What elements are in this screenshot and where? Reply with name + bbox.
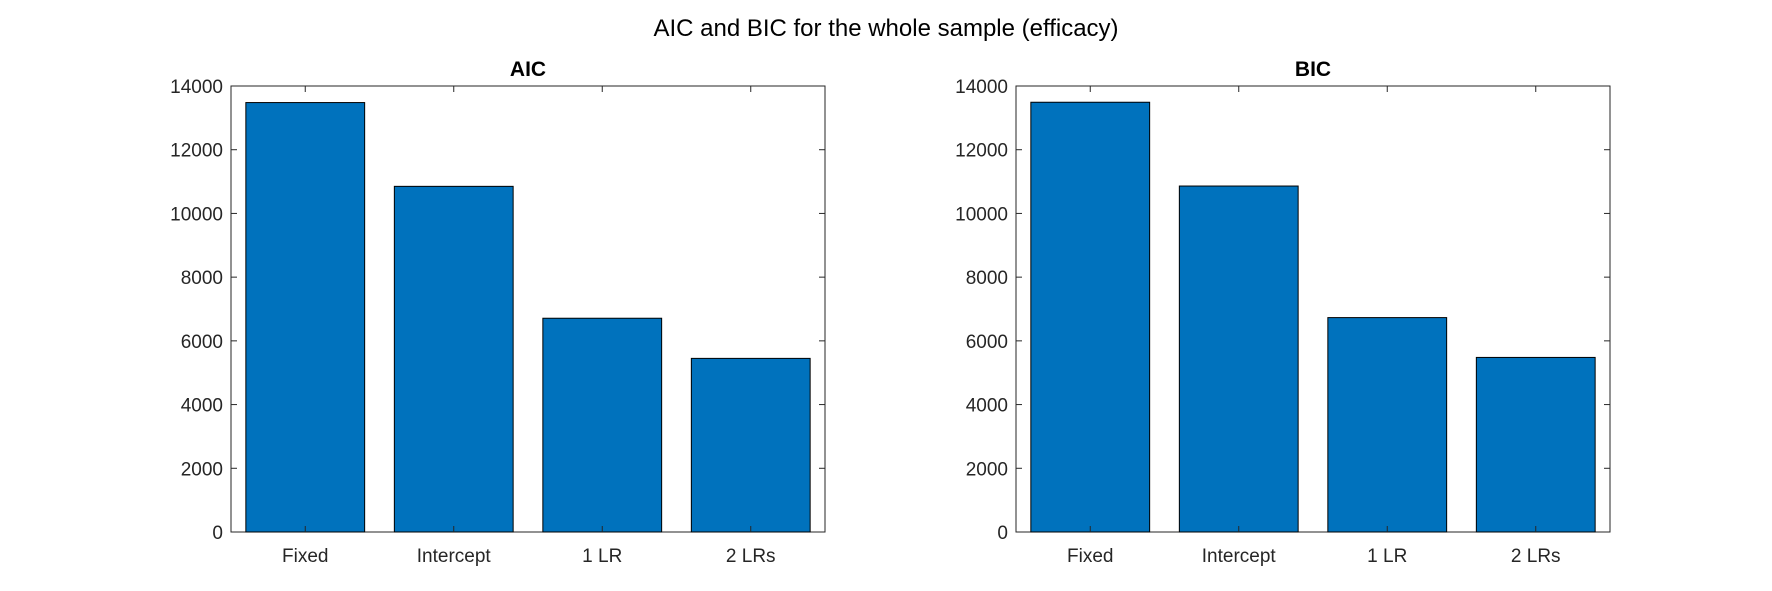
- aic-ytick-label-0: 0: [212, 523, 223, 544]
- aic-bar-2: [542, 317, 663, 533]
- aic-xtick-label-0: Fixed: [282, 546, 328, 567]
- aic-ytick-label-5: 10000: [170, 204, 223, 225]
- bic-ytick-label-5: 10000: [955, 204, 1008, 225]
- bic-ytick-label-3: 6000: [966, 332, 1008, 353]
- bic-bar-2: [1327, 317, 1448, 533]
- aic-bar-3: [690, 357, 811, 533]
- bic-ytick-label-4: 8000: [966, 268, 1008, 289]
- bic-bar-0: [1030, 101, 1151, 533]
- bic-ytick-label-0: 0: [997, 523, 1008, 544]
- aic-ytick-label-3: 6000: [181, 332, 223, 353]
- aic-xtick-label-3: 2 LRs: [726, 546, 776, 567]
- bic-xtick-label-2: 1 LR: [1367, 546, 1407, 567]
- figure-title: AIC and BIC for the whole sample (effica…: [653, 15, 1118, 42]
- aic-ytick-label-4: 8000: [181, 268, 223, 289]
- bic-xtick-label-1: Intercept: [1202, 546, 1277, 567]
- bic-bar-3: [1475, 356, 1596, 533]
- bic-ytick-label-7: 14000: [955, 77, 1008, 98]
- aic-bar-1: [393, 185, 514, 533]
- bic-axes: 0 2000 4000 6000 8000 10000 12000 14000 Fixed Int…: [955, 58, 1611, 567]
- bic-ytick-label-1: 2000: [966, 459, 1008, 480]
- aic-ytick-label-1: 2000: [181, 459, 223, 480]
- aic-axes-title: AIC: [510, 58, 546, 81]
- bic-bar-1: [1178, 185, 1299, 533]
- bic-ytick-label-6: 12000: [955, 141, 1008, 162]
- aic-bar-0: [245, 102, 366, 533]
- aic-xtick-label-1: Intercept: [417, 546, 492, 567]
- aic-ytick-label-6: 12000: [170, 141, 223, 162]
- bic-ytick-label-2: 4000: [966, 396, 1008, 417]
- bic-xtick-label-3: 2 LRs: [1511, 546, 1561, 567]
- bic-axes-title: BIC: [1295, 58, 1331, 81]
- bic-xtick-label-0: Fixed: [1067, 546, 1113, 567]
- aic-ytick-label-7: 14000: [170, 77, 223, 98]
- aic-axes: 0 2000 4000 6000 8000 10000 12000 14000 Fixed Int…: [170, 58, 826, 567]
- aic-xtick-label-2: 1 LR: [582, 546, 622, 567]
- aic-ytick-label-2: 4000: [181, 396, 223, 417]
